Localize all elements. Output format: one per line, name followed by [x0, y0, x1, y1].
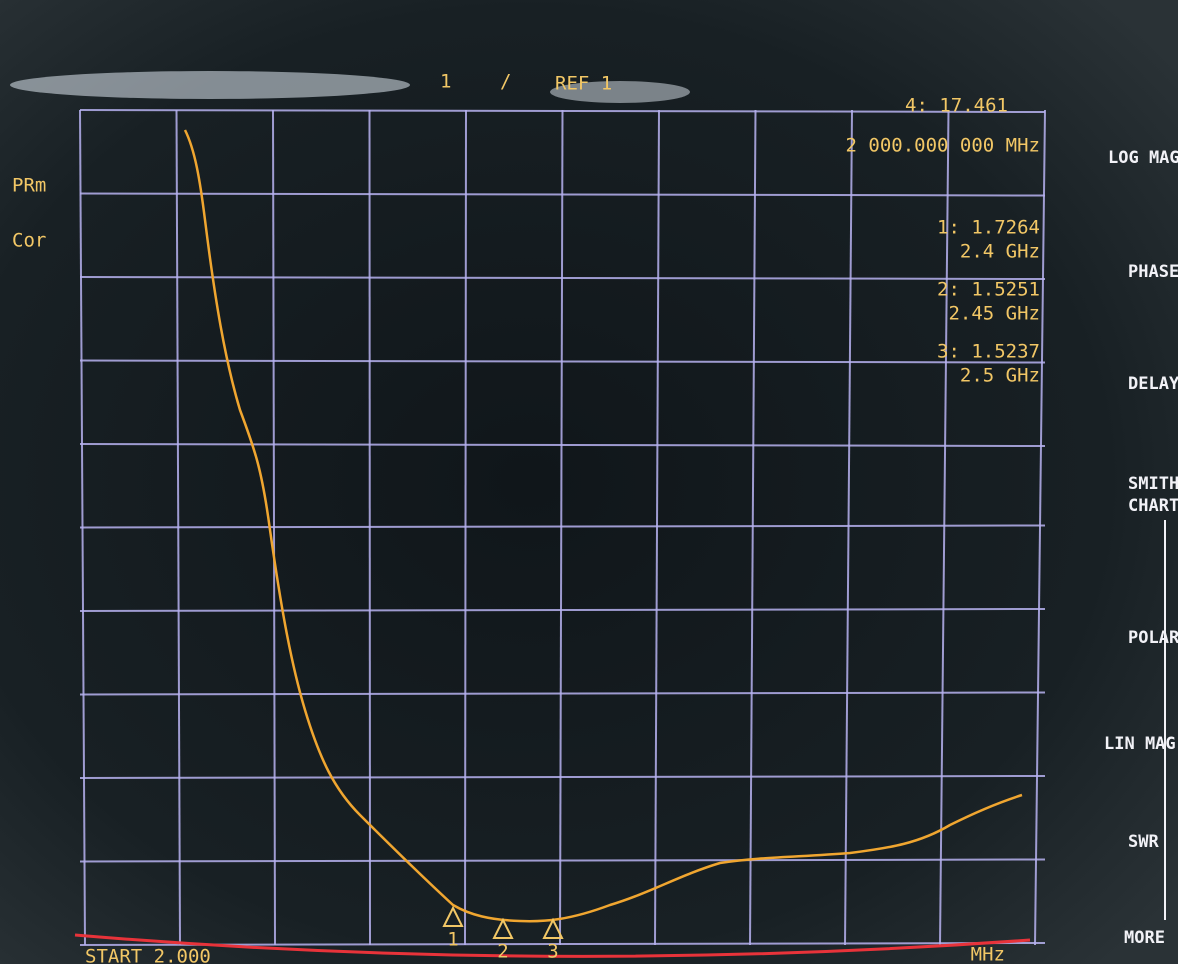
softkey: POLAR — [1128, 628, 1178, 648]
marker-frequency: 2.4 GHz — [960, 241, 1040, 263]
grid-line — [79, 608, 1046, 612]
softkey: DELAY — [1128, 374, 1178, 394]
glare — [550, 81, 690, 103]
graticule — [79, 109, 1046, 946]
active-marker-frequency: 2 000.000 000 MHz — [846, 135, 1040, 157]
marker-frequency: 2.45 GHz — [948, 303, 1040, 325]
grid-line — [749, 109, 757, 946]
marker-frequency: 2.5 GHz — [960, 365, 1040, 387]
grid-line — [79, 691, 1046, 696]
grid-line — [79, 858, 1046, 863]
grid-line — [654, 109, 660, 946]
softkey: MORE — [1124, 928, 1165, 948]
reference-line — [74, 933, 1031, 958]
marker-flag-label: 1 — [447, 929, 458, 951]
status-indicator: PRm — [12, 175, 46, 197]
grid-line — [79, 443, 1046, 447]
softkey: LOG MAG — [1108, 148, 1178, 168]
swr-trace — [183, 129, 1023, 923]
grid-line — [844, 109, 853, 946]
marker-value: 1: 1.7264 — [937, 217, 1040, 239]
marker-flag-label: 2 — [497, 941, 508, 963]
grid-line — [79, 942, 1046, 946]
marker-value: 2: 1.5251 — [937, 279, 1040, 301]
softkey: SWR — [1128, 832, 1159, 852]
marker-flag — [442, 905, 464, 927]
active-marker-value: 4: 17.461 — [905, 95, 1008, 117]
glare — [10, 71, 410, 99]
grid-line — [939, 109, 950, 946]
separator: / — [500, 71, 511, 93]
grid-line — [1034, 109, 1046, 946]
marker-flag-label: 3 — [547, 941, 558, 963]
softkey: SMITH — [1128, 474, 1178, 494]
reference: REF 1 — [555, 73, 612, 95]
grid-line — [79, 524, 1046, 529]
status-indicator: Cor — [12, 230, 46, 252]
softkey: LIN MAG — [1104, 734, 1176, 754]
marker-flag — [542, 917, 564, 939]
softkey: PHASE — [1128, 262, 1178, 282]
start-frequency: START 2.000 — [85, 946, 211, 964]
channel: 1 — [440, 71, 451, 93]
softkey: CHART — [1128, 496, 1178, 516]
grid-line — [79, 775, 1046, 779]
marker-flag — [492, 917, 514, 939]
stop-frequency: MHz — [971, 944, 1005, 964]
marker-value: 3: 1.5237 — [937, 341, 1040, 363]
